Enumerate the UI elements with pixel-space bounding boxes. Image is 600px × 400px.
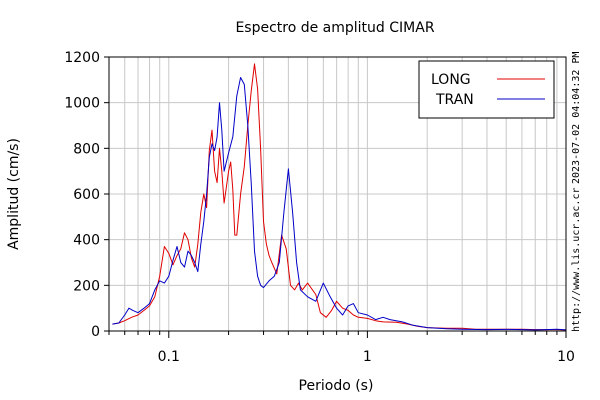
y-tick-label: 0	[91, 324, 100, 340]
x-tick-label: 0.1	[158, 349, 180, 365]
timestamp-annotation: 2023-07-02 04:04:32 PM	[571, 52, 582, 184]
y-axis-label: Amplitud (cm/s)	[6, 138, 22, 250]
legend-label-tran: TRAN	[435, 92, 474, 108]
legend-label-long: LONG	[431, 72, 471, 88]
y-tick-label: 200	[73, 278, 100, 294]
series-line-long	[112, 63, 567, 331]
grid-lines	[108, 56, 567, 332]
source-url-annotation: http://www.lis.ucr.ac.cr	[571, 188, 582, 333]
y-tick-label: 1000	[64, 96, 100, 112]
legend-box	[418, 60, 555, 119]
chart-title: Espectro de amplitud CIMAR	[235, 20, 434, 36]
x-tick-label: 10	[557, 349, 575, 365]
x-axis-label: Periodo (s)	[299, 378, 374, 394]
y-tick-label: 800	[73, 141, 100, 157]
y-tick-label: 400	[73, 233, 100, 249]
y-tick-label: 600	[73, 187, 100, 203]
legend: LONG TRAN	[418, 60, 555, 119]
series-lines	[112, 63, 567, 331]
series-line-tran	[112, 77, 567, 331]
y-tick-label: 1200	[64, 50, 100, 66]
x-tick-label: 1	[363, 349, 372, 365]
axis-ticks: 0 200 400 600 800 1000 1200 0.1 1 10	[64, 50, 575, 365]
